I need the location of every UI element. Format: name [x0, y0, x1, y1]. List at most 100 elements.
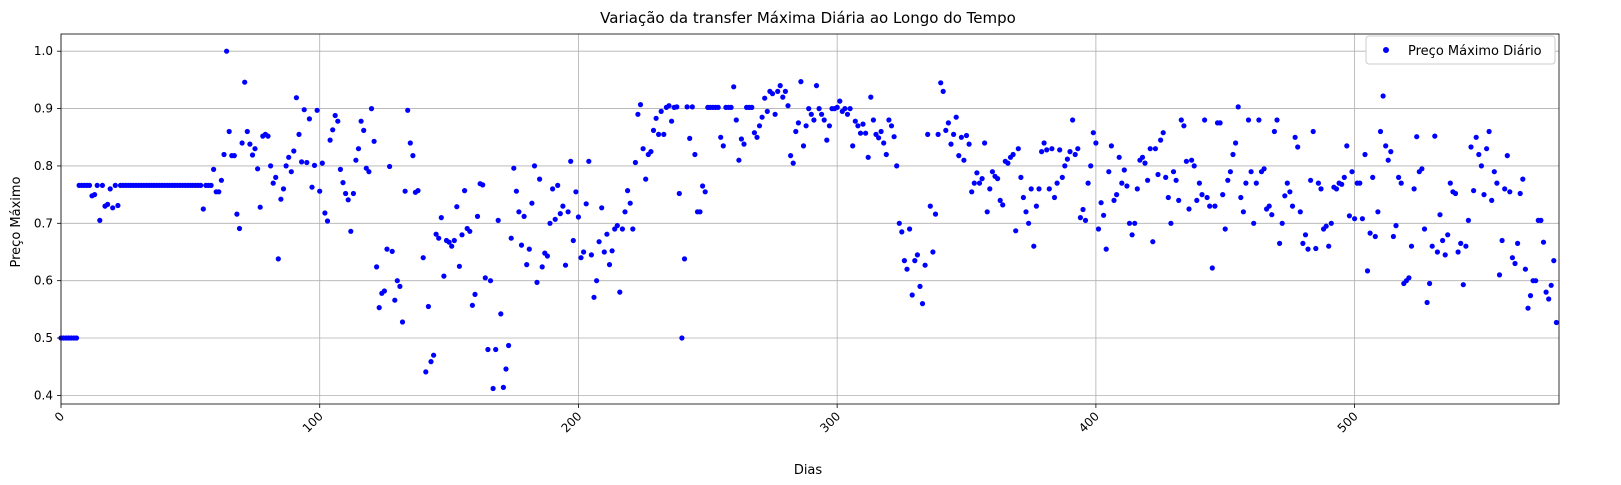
data-point — [1085, 180, 1091, 186]
data-point — [1150, 239, 1156, 245]
data-point — [1098, 200, 1104, 206]
data-point — [681, 256, 688, 262]
data-point — [1015, 146, 1021, 152]
data-point — [666, 103, 672, 109]
data-point — [756, 123, 763, 129]
data-point — [350, 190, 356, 197]
data-point — [984, 209, 990, 215]
data-point — [319, 160, 325, 166]
data-point — [495, 217, 501, 223]
data-point — [948, 141, 954, 147]
data-point — [1452, 190, 1459, 197]
data-point — [1238, 194, 1244, 201]
data-point — [565, 209, 571, 215]
data-point — [1494, 180, 1500, 186]
data-point — [1132, 220, 1138, 226]
data-point — [599, 205, 605, 211]
grid — [60, 34, 1559, 404]
x-tick-label: 200 — [558, 409, 584, 435]
data-point — [1318, 186, 1324, 192]
data-point — [474, 213, 481, 219]
data-point — [1533, 278, 1539, 284]
data-point — [239, 140, 245, 146]
data-point — [1546, 296, 1552, 302]
data-point — [759, 114, 765, 120]
data-point — [674, 104, 680, 110]
data-point — [257, 204, 263, 210]
data-point — [570, 237, 576, 244]
data-point — [1253, 180, 1259, 186]
data-point — [1460, 282, 1466, 288]
data-point — [1139, 154, 1146, 160]
data-point — [876, 135, 882, 141]
data-point — [943, 127, 949, 133]
data-point — [552, 216, 558, 222]
data-point — [1082, 217, 1089, 223]
data-point — [518, 242, 525, 248]
data-point — [1352, 216, 1358, 222]
data-point — [1414, 134, 1420, 140]
data-point — [415, 188, 421, 194]
data-point — [1026, 220, 1032, 226]
data-point — [1484, 146, 1490, 152]
data-point — [1447, 180, 1453, 186]
data-point — [249, 152, 256, 158]
data-point — [852, 118, 858, 124]
data-point — [268, 163, 274, 169]
data-point — [358, 118, 364, 124]
data-point — [110, 205, 116, 211]
data-point — [780, 94, 786, 100]
data-point — [1471, 188, 1477, 194]
data-point — [1429, 243, 1435, 249]
data-point — [1499, 237, 1505, 244]
data-point — [800, 143, 807, 149]
data-point — [1437, 212, 1443, 218]
data-point — [1044, 147, 1050, 153]
data-point — [324, 218, 331, 224]
data-point — [1411, 186, 1417, 192]
data-point — [86, 182, 93, 188]
data-point — [99, 182, 105, 188]
data-point — [1551, 258, 1557, 264]
data-point — [485, 346, 491, 353]
data-point — [643, 176, 649, 182]
data-point — [736, 157, 742, 163]
data-point — [1261, 166, 1267, 172]
data-point — [436, 235, 442, 241]
data-point — [1000, 202, 1006, 208]
data-point — [718, 134, 724, 140]
data-point — [1496, 272, 1503, 278]
data-point — [1277, 240, 1283, 246]
data-point — [997, 197, 1003, 203]
x-tick-label: 400 — [1076, 409, 1102, 435]
data-point — [1010, 151, 1016, 158]
data-point — [1142, 160, 1148, 166]
data-point — [1173, 177, 1179, 183]
data-point — [901, 258, 908, 264]
data-point — [1103, 246, 1109, 252]
data-point — [653, 115, 659, 121]
data-point — [803, 123, 809, 129]
data-point — [216, 189, 222, 195]
data-point — [1111, 197, 1117, 203]
data-point — [462, 188, 468, 194]
data-point — [904, 266, 910, 272]
data-point — [878, 128, 884, 135]
x-axis-label: Dias — [794, 463, 823, 478]
data-point — [1183, 158, 1189, 164]
data-point — [296, 131, 302, 137]
data-point — [1062, 163, 1068, 169]
data-point — [731, 84, 737, 90]
data-point — [498, 311, 504, 317]
data-point — [772, 111, 778, 117]
data-point — [1333, 186, 1340, 192]
x-tick-label: 0 — [52, 409, 67, 424]
data-point — [661, 131, 667, 137]
data-point — [1049, 146, 1055, 152]
data-point — [684, 104, 690, 110]
data-point — [480, 182, 486, 188]
data-point — [1468, 144, 1474, 150]
data-point — [1108, 143, 1114, 149]
data-point — [1419, 166, 1425, 172]
data-point — [958, 134, 965, 140]
